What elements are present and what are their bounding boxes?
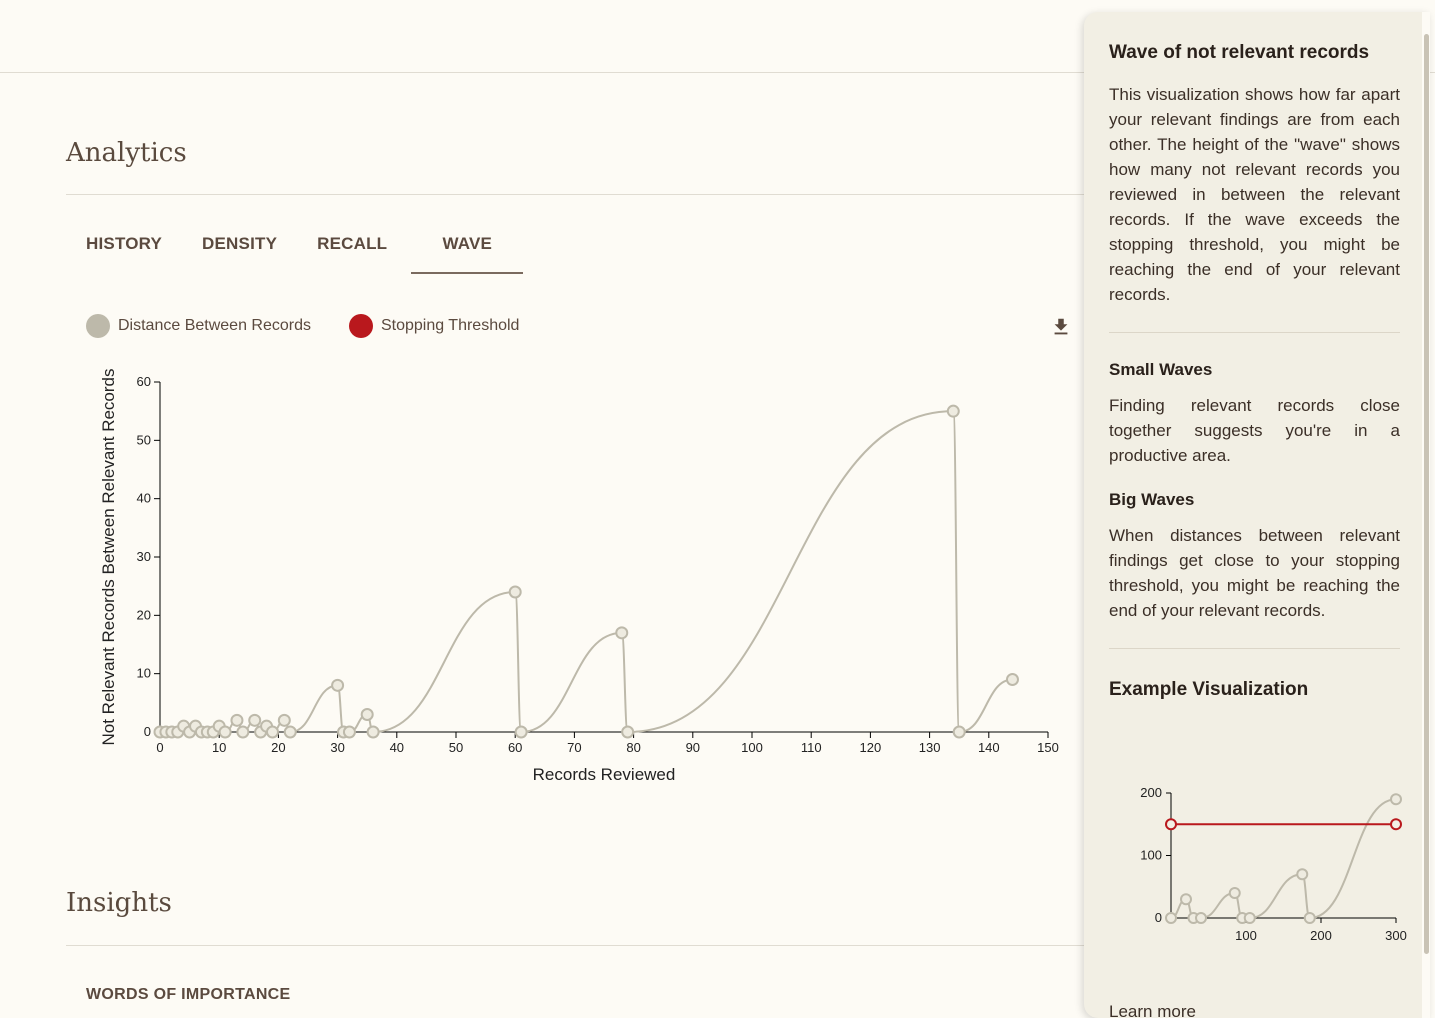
tab-history[interactable]: HISTORY [86,234,163,253]
data-point [342,725,356,739]
analytics-divider [66,194,1096,195]
example-x-tick-label: 100 [1235,928,1257,942]
legend-item-threshold[interactable]: Stopping Threshold [348,314,520,338]
learn-more-link[interactable]: Learn more [1109,1002,1196,1018]
small-waves-title: Small Waves [1109,360,1213,379]
x-tick-label: 150 [1037,740,1059,755]
x-axis-title: Records Reviewed [533,765,676,784]
top-bar [0,0,1435,73]
data-point [514,725,528,739]
big-waves-text: When distances between relevant findings… [1109,526,1400,620]
data-point [283,725,297,739]
data-point [952,725,966,739]
data-point [360,708,374,721]
example-data-point [1165,912,1177,924]
example-x-tick-label: 200 [1310,928,1332,942]
series-line [160,410,1013,734]
legend-dot-distance [86,314,110,338]
example-y-tick-label: 0 [1155,910,1162,925]
data-point [230,713,244,727]
data-point [366,725,380,739]
data-point [248,713,262,727]
tab-density[interactable]: DENSITY [202,234,278,253]
small-waves-text: Finding relevant records close together … [1109,396,1400,465]
tab-wave[interactable]: WAVE [411,218,524,274]
example-chart: 100 200 300 0 100 200 [1140,785,1407,942]
y-tick-label: 20 [137,607,151,622]
legend-label-distance: Distance Between Records [118,317,311,334]
x-tick-label: 140 [978,740,1000,755]
y-tick-label: 10 [137,666,151,681]
example-data-point [1228,887,1241,899]
x-tick-label: 60 [508,740,522,755]
wave-chart: 0 10 20 30 40 50 60 70 80 90 100 110 120 130 140 150 0 10… [99,368,1059,784]
data-point [265,725,279,739]
example-threshold-point [1390,818,1402,831]
info-panel: Wave of not relevant records This visual… [1084,12,1430,1018]
x-tick-label: 100 [741,740,763,755]
data-point [1005,673,1019,686]
x-tick-label: 120 [860,740,882,755]
tab-recall[interactable]: RECALL [317,234,388,253]
panel-divider-2 [1109,648,1400,649]
big-waves-title: Big Waves [1109,490,1195,509]
analytics-title: Analytics [66,138,187,168]
example-data-point [1296,868,1309,881]
example-y-tick-label: 100 [1140,848,1162,863]
example-y-tick-label: 200 [1140,785,1162,800]
x-tick-label: 80 [626,740,640,755]
panel-scrollbar-thumb[interactable] [1424,34,1429,954]
data-point [508,585,522,599]
example-x-tick-label: 300 [1385,928,1407,942]
x-tick-label: 30 [330,740,344,755]
data-point [615,626,629,640]
insights-title: Insights [66,888,172,918]
legend-label-threshold: Stopping Threshold [380,317,520,334]
example-threshold-point [1165,818,1177,831]
y-tick-label: 30 [137,549,151,564]
example-data-point [1390,793,1402,806]
panel-divider-1 [1109,332,1400,333]
legend-dot-threshold [348,314,373,338]
data-point [331,678,345,692]
x-tick-label: 20 [271,740,285,755]
analytics-tabs: HISTORY DENSITY RECALL WAVE [66,218,524,274]
panel-intro: This visualization shows how far apart y… [1109,85,1400,304]
x-tick-label: 70 [567,740,581,755]
x-tick-label: 130 [919,740,941,755]
insights-divider [66,945,1096,946]
data-point [236,725,250,739]
example-data-point [1243,912,1256,924]
y-tick-label: 40 [137,491,151,506]
example-data-point [1180,893,1192,906]
data-point [621,725,635,739]
y-tick-label: 50 [137,432,151,447]
data-point [277,713,291,727]
example-title: Example Visualization [1109,679,1309,700]
example-series-line [1170,798,1397,920]
x-tick-label: 50 [449,740,463,755]
download-icon[interactable] [1050,316,1072,338]
panel-scrollbar[interactable] [1422,12,1430,1018]
data-point [946,404,960,418]
data-point [218,725,232,739]
example-data-point [1195,912,1207,924]
panel-title: Wave of not relevant records [1109,42,1370,63]
example-data-point [1303,912,1316,924]
y-axis-title: Not Relevant Records Between Relevant Re… [99,368,118,745]
x-tick-label: 0 [156,740,163,755]
x-tick-label: 40 [390,740,404,755]
y-tick-label: 0 [144,724,151,739]
x-tick-label: 110 [801,740,822,755]
legend-item-distance[interactable]: Distance Between Records [86,314,311,338]
words-of-importance-heading: WORDS OF IMPORTANCE [86,986,291,1003]
x-tick-label: 90 [686,740,700,755]
chart-legend: Distance Between Records Stopping Thresh… [86,314,557,338]
y-tick-label: 60 [137,374,151,389]
x-tick-label: 10 [212,740,226,755]
